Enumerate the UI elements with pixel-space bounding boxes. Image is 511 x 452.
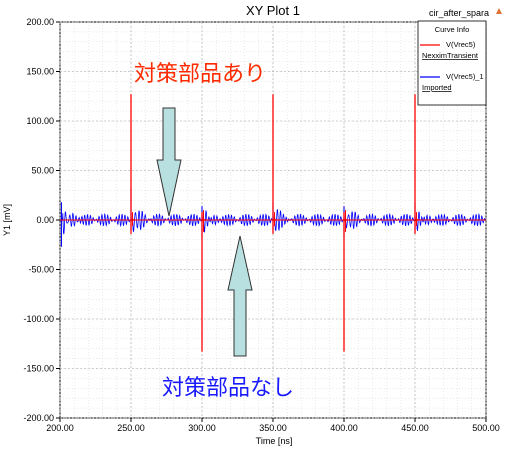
y-tick-label: -100.00 <box>23 314 54 324</box>
y-tick-label: 100.00 <box>26 116 54 126</box>
legend-title: Curve Info <box>435 25 470 34</box>
x-tick-label: 350.00 <box>259 423 287 433</box>
x-tick-label: 250.00 <box>117 423 145 433</box>
y-tick-label: 150.00 <box>26 67 54 77</box>
annotation-with-countermeasure: 対策部品あり <box>134 61 266 86</box>
y-tick-label: 200.00 <box>26 17 54 27</box>
x-tick-label: 500.00 <box>472 423 500 433</box>
y-tick-label: -150.00 <box>23 364 54 374</box>
arrow-up-icon <box>227 235 253 357</box>
legend-entry-2-line1: V(Vrec5)_1 <box>446 72 484 81</box>
legend-entry-2-line2: Imported <box>422 83 452 92</box>
x-tick-label: 300.00 <box>188 423 216 433</box>
triangle-up-icon[interactable] <box>496 8 502 14</box>
y-tick-label: 50.00 <box>31 166 54 176</box>
series-layer <box>60 94 486 352</box>
x-axis-label: Time [ns] <box>256 436 293 446</box>
y-axis-label: Y1 [mV] <box>2 204 12 236</box>
y-tick-label: 0.00 <box>36 215 54 225</box>
annotation-without-countermeasure: 対策部品なし <box>162 375 294 400</box>
arrow-down-icon <box>156 107 182 217</box>
y-axis: 200.00 150.00 100.00 50.00 0.00 -50.00 -100.00… <box>23 17 60 423</box>
project-label: cir_after_spara <box>429 8 489 18</box>
x-tick-label: 400.00 <box>330 423 358 433</box>
x-tick-label: 450.00 <box>401 423 429 433</box>
x-tick-label: 200.00 <box>46 423 74 433</box>
y-tick-label: -200.00 <box>23 413 54 423</box>
y-tick-label: -50.00 <box>28 265 54 275</box>
chart-title: XY Plot 1 <box>246 3 300 18</box>
legend[interactable]: Curve Info V(Vrec5) NexximTransient V(Vr… <box>417 20 487 106</box>
legend-entry-1-line2: NexximTransient <box>422 51 479 60</box>
x-axis: 200.00 250.00 300.00 350.00 400.00 450.00 500.… <box>46 418 500 433</box>
legend-entry-1-line1: V(Vrec5) <box>446 40 476 49</box>
